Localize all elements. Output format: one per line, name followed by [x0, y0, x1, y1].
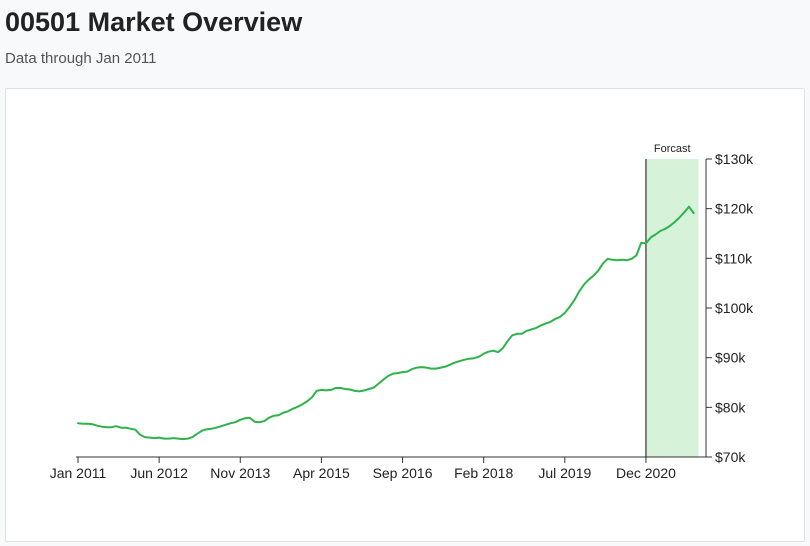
y-tick-label: $70k: [715, 449, 746, 465]
y-axis-ticks: $70k $80k $90k $100k $110k $120k $130k: [706, 151, 754, 465]
x-tick-label: Jul 2019: [538, 465, 591, 481]
y-tick-label: $110k: [715, 250, 753, 266]
y-tick-label: $80k: [715, 399, 746, 415]
price-series-line: [77, 205, 695, 441]
x-tick-label: Dec 2020: [616, 465, 676, 481]
x-tick-label: Apr 2015: [293, 465, 350, 481]
page-subtitle: Data through Jan 2011: [5, 50, 157, 67]
x-tick-label: Sep 2016: [373, 465, 433, 481]
chart-card: Forcast Jan 2011 Jun 2012 Nov 2013 Apr 2015…: [5, 88, 805, 542]
forecast-region: [645, 159, 699, 457]
x-tick-label: Nov 2013: [210, 465, 270, 481]
y-tick-label: $90k: [715, 350, 746, 366]
y-tick-label: $130k: [715, 151, 754, 167]
x-tick-label: Jan 2011: [50, 465, 107, 481]
x-axis-ticks: Jan 2011 Jun 2012 Nov 2013 Apr 2015 Sep 2016…: [50, 457, 676, 481]
page-title: 00501 Market Overview: [5, 7, 303, 37]
x-tick-label: Feb 2018: [454, 465, 513, 481]
y-tick-label: $100k: [715, 300, 754, 316]
market-line-chart: Forcast Jan 2011 Jun 2012 Nov 2013 Apr 2015…: [50, 143, 754, 481]
x-tick-label: Jun 2012: [130, 465, 188, 481]
forecast-label: Forcast: [654, 143, 691, 155]
y-tick-label: $120k: [715, 201, 754, 217]
